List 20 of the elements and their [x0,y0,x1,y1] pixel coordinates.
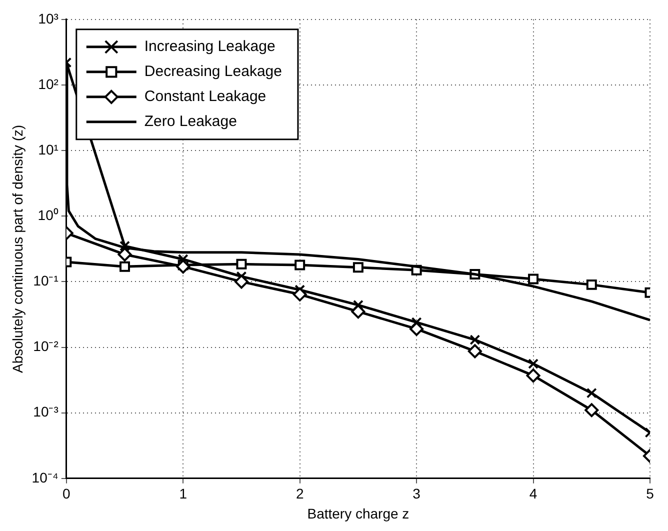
legend-label: Constant Leakage [144,88,266,106]
y-tick-label: 10⁻² [33,338,59,354]
y-tick-label: 10⁻¹ [33,272,59,289]
y-tick-label: 10⁻³ [33,404,59,420]
y-tick-label: 10⁰ [38,206,58,223]
y-axis-title: Absolutely continuous part of density (z) [9,124,26,374]
x-axis-title: Battery charge z [307,505,410,522]
x-tick-label: 4 [529,486,538,502]
x-tick-label: 5 [646,486,654,502]
y-tick-label: 10² [38,76,59,92]
x-tick-label: 2 [296,486,304,502]
y-tick-label: 10⁻⁴ [32,469,58,486]
legend-label: Decreasing Leakage [144,63,282,80]
y-tick-label: 10¹ [38,141,59,158]
x-tick-label: 0 [62,486,70,502]
legend-label: Increasing Leakage [144,38,276,56]
y-tick-label: 10³ [38,10,59,26]
x-tick-label: 3 [412,486,421,502]
legend-label: Zero Leakage [144,113,237,130]
x-tick-label: 1 [179,486,188,502]
